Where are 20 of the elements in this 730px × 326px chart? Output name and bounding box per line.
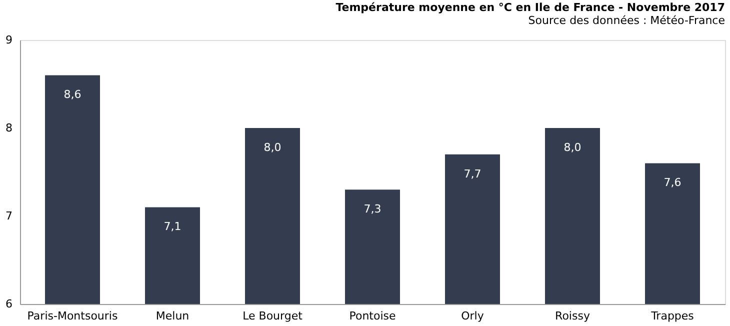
data-label: 7,1 xyxy=(164,220,182,234)
y-tick-label: 8 xyxy=(6,122,12,134)
x-tick-label: Melun xyxy=(156,310,190,322)
chart-subtitle: Source des données : Météo-France xyxy=(528,14,726,27)
x-tick-label: Paris-Montsouris xyxy=(27,310,118,322)
x-tick-label: Pontoise xyxy=(349,310,396,322)
x-tick-label: Orly xyxy=(461,310,484,322)
y-tick-label: 7 xyxy=(6,210,12,222)
x-tick-label: Le Bourget xyxy=(242,310,304,322)
data-label: 8,0 xyxy=(264,141,282,154)
data-label: 7,3 xyxy=(364,202,382,216)
data-label: 8,0 xyxy=(564,141,582,154)
data-label: 7,6 xyxy=(664,176,682,190)
data-label: 8,6 xyxy=(64,88,82,102)
y-tick-label: 9 xyxy=(6,34,12,46)
chart-title: Température moyenne en °C en Ile de France - Novembre 2017 xyxy=(336,1,725,14)
data-label: 7,7 xyxy=(464,167,482,180)
x-tick-label: Roissy xyxy=(555,310,590,322)
y-tick-label: 6 xyxy=(6,298,12,310)
x-tick-label: Trappes xyxy=(650,310,694,322)
